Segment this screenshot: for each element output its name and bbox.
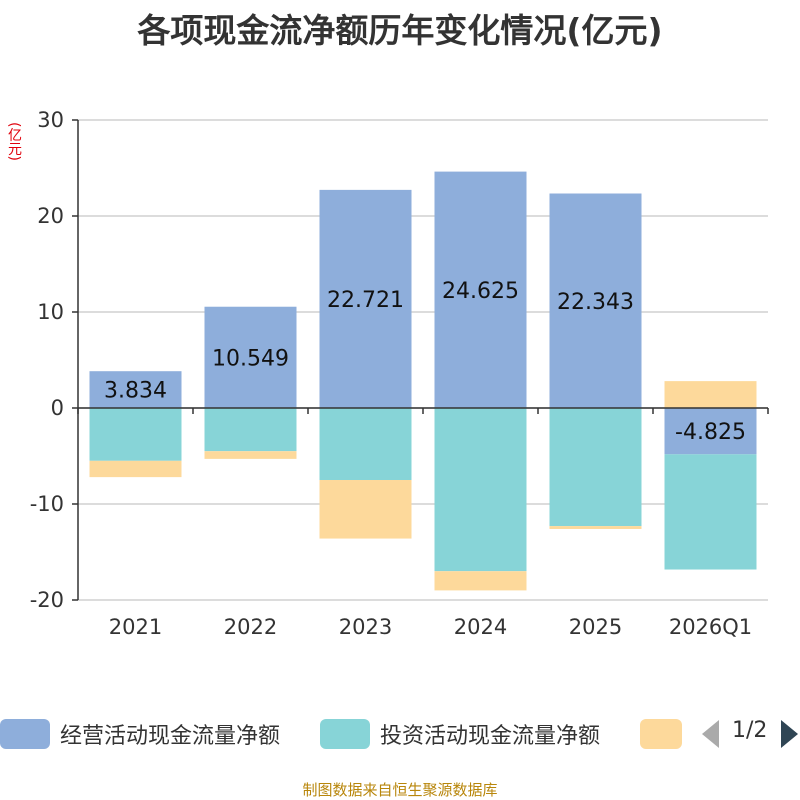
bar-series1-2026Q1[interactable] (664, 454, 757, 570)
legend-item-investing[interactable]: 投资活动现金流量净额 (320, 714, 600, 754)
bar-series1-2021[interactable] (89, 408, 182, 461)
legend-swatch-financing (640, 719, 682, 749)
y-tick-label: 30 (37, 108, 64, 132)
x-tick-label: 2022 (224, 615, 277, 639)
legend: 经营活动现金流量净额 投资活动现金流量净额 1/2 (0, 714, 800, 754)
data-label-2024: 24.625 (442, 279, 519, 304)
legend-item-financing[interactable] (640, 714, 682, 754)
x-tick-label: 2024 (454, 615, 507, 639)
bar-series2-2024[interactable] (434, 571, 527, 591)
legend-label-investing: 投资活动现金流量净额 (380, 724, 601, 749)
bars (89, 171, 757, 591)
y-axis-label: (亿元) (6, 122, 22, 161)
bar-series1-2024[interactable] (434, 408, 527, 572)
x-tick-label: 2025 (569, 615, 622, 639)
data-label-2022: 10.549 (212, 346, 289, 371)
bar-series2-2023[interactable] (319, 480, 412, 539)
bar-series2-2025[interactable] (549, 526, 642, 529)
data-label-2025: 22.343 (557, 290, 634, 315)
bar-series1-2025[interactable] (549, 408, 642, 527)
x-tick-label: 2023 (339, 615, 392, 639)
bar-series2-2022[interactable] (204, 451, 297, 459)
bar-series0-2025[interactable] (549, 193, 642, 408)
source-note: 制图数据来自恒生聚源数据库 (302, 781, 498, 799)
legend-prev-page-icon[interactable] (702, 720, 719, 748)
chart-title: 各项现金流净额历年变化情况(亿元) (137, 11, 663, 50)
y-tick-label: 20 (37, 204, 64, 228)
bar-series0-2023[interactable] (319, 189, 412, 408)
data-label-2026Q1: -4.825 (675, 420, 746, 445)
bar-series0-2021[interactable] (89, 371, 182, 408)
bar-series0-2026Q1[interactable] (664, 408, 757, 455)
legend-swatch-investing (320, 719, 370, 749)
x-tick-label: 2021 (109, 615, 162, 639)
y-tick-label: 0 (51, 396, 64, 420)
bar-series0-2022[interactable] (204, 306, 297, 408)
bar-series1-2023[interactable] (319, 408, 412, 480)
legend-next-page-icon[interactable] (781, 720, 798, 748)
legend-item-operating[interactable]: 经营活动现金流量净额 (0, 714, 280, 754)
bar-series2-2026Q1[interactable] (664, 381, 757, 408)
bar-series2-2021[interactable] (89, 460, 182, 478)
y-tick-label: -10 (30, 492, 64, 516)
bar-series1-2022[interactable] (204, 408, 297, 452)
x-tick-label: 2026Q1 (669, 615, 752, 639)
y-tick-label: -20 (30, 588, 64, 612)
data-label-2021: 3.834 (104, 379, 167, 404)
legend-label-operating: 经营活动现金流量净额 (60, 724, 281, 749)
bar-series0-2024[interactable] (434, 171, 527, 408)
y-tick-label: 10 (37, 300, 64, 324)
legend-page-indicator: 1/2 (732, 718, 768, 743)
gridlines (78, 119, 768, 601)
data-label-2023: 22.721 (327, 288, 404, 313)
data-labels: 3.834 10.549 22.721 24.625 22.343 -4.825 (104, 279, 746, 445)
axes: -20 -10 0 10 20 30 2021 2022 2023 2024 2025 2026Q1 (30, 108, 769, 639)
legend-swatch-operating (0, 719, 50, 749)
